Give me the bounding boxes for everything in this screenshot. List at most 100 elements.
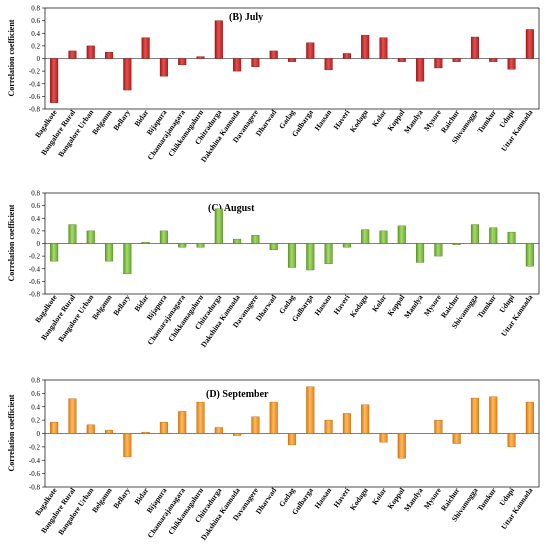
panel-july-xtick-label: Bellary <box>111 108 132 132</box>
panel-september-ytick-label: 0.8 <box>31 377 40 385</box>
panel-august-bar <box>525 243 534 267</box>
panel-september-xtick-label: Kodagu <box>348 486 370 512</box>
panel-september-title: (D) September <box>206 389 269 400</box>
panel-july-ytick-label: -0.4 <box>29 80 41 88</box>
panel-august-bar <box>416 243 425 263</box>
panel-august-ytick-label: 0 <box>37 240 41 248</box>
panel-august-bar <box>434 243 443 257</box>
panel-july-ylabel: Correlation coefficient <box>7 19 16 96</box>
panel-august-bar <box>196 243 205 248</box>
panel-september-bar <box>251 416 260 434</box>
panel-september-yaxis: 0.8 0.6 0.4 0.2 0 -0.2 -0.4 -0.6 -0.8 <box>29 377 45 492</box>
panel-august-xtick-label: Bellary <box>111 293 132 317</box>
panel-august-bar <box>324 243 333 264</box>
panel-august-bar <box>141 242 150 244</box>
panel-july-bar <box>379 37 388 59</box>
panel-august-ytick-label: 0.4 <box>31 215 40 223</box>
panel-august-ytick-label: -0.6 <box>29 278 41 286</box>
panel-september-xtick-label: Belgaum <box>90 485 114 514</box>
panel-september-bar <box>379 433 388 443</box>
panel-july-ytick-label: 0.8 <box>31 5 40 13</box>
panel-august-xtick-label: Tumkur <box>475 292 498 319</box>
panel-august-bar <box>214 208 223 244</box>
panel-july-bar <box>68 50 77 59</box>
panel-july-bar <box>50 58 59 103</box>
panel-august-xtick-label: Kodagu <box>348 293 370 319</box>
panel-july-bar <box>287 58 297 62</box>
panel-august: (C) August Correlation coefficient 0.80.… <box>7 190 540 349</box>
panel-august-ylabel: Correlation coefficient <box>7 204 16 281</box>
panel-september-bar <box>214 427 223 434</box>
panel-july-bar <box>159 58 168 77</box>
panel-august-bar <box>361 229 370 244</box>
panel-september-bar <box>452 433 461 444</box>
panel-july-bar <box>178 58 187 66</box>
panel-july-bar <box>342 53 351 59</box>
panel-august-bar <box>397 225 406 244</box>
panel-august-bar <box>104 243 114 262</box>
panel-july-ytick-label: 0.4 <box>31 30 40 38</box>
panel-july-yaxis: 0.8 0.6 0.4 0.2 0 -0.2 -0.4 -0.6 -0.8 <box>29 5 45 114</box>
panel-july-bar <box>251 58 260 67</box>
panel-september-xtick-label: Bidar <box>132 485 150 506</box>
panel-july-bars <box>45 20 539 103</box>
panel-july-ytick-label: 0.2 <box>31 42 40 50</box>
panel-august-xtick-label: Hassan <box>312 292 333 317</box>
panel-august-xtick-label: Belgaum <box>90 292 114 321</box>
panel-july-ytick-label: 0.6 <box>31 17 40 25</box>
panel-september-bar <box>306 386 315 434</box>
panel-august-title: (C) August <box>208 203 255 214</box>
panel-july-bar <box>196 56 205 59</box>
panel-september-bar <box>269 401 278 434</box>
panel-september-ytick-label: -0.4 <box>29 457 41 465</box>
panel-july-bar <box>141 37 150 59</box>
panel-july-bar <box>123 58 132 91</box>
panel-september-ytick-label: 0 <box>37 430 41 438</box>
panel-september-ytick-label: -0.8 <box>29 484 41 492</box>
panel-july-bar <box>361 34 370 59</box>
panel-september-xtick-label: Hassan <box>312 485 333 510</box>
panel-september-bar <box>470 397 480 434</box>
panel-july-bar <box>525 29 534 59</box>
panel-september-bar <box>196 401 205 434</box>
panel-august-bar <box>489 227 498 244</box>
panel-july-bar <box>86 45 95 59</box>
panel-july-bar <box>434 58 443 69</box>
panel-july-bar <box>214 20 223 59</box>
panel-september-bar <box>178 411 187 434</box>
panel-september-xtick-label: Bellary <box>111 486 132 510</box>
panel-september-xtick-label: Mandya <box>402 486 425 513</box>
panel-august-yaxis: 0.8 0.6 0.4 0.2 0 -0.2 -0.4 -0.6 -0.8 <box>29 190 45 299</box>
panel-august-ytick-label: 0.6 <box>31 202 40 210</box>
panel-september-bar <box>123 433 132 458</box>
panel-august-bar <box>159 230 168 244</box>
panel-july-xtick-label: Tumkur <box>475 107 498 134</box>
panel-september-ytick-label: -0.6 <box>29 470 41 478</box>
panel-july-bar <box>104 51 114 59</box>
panel-july-ytick-label: -0.2 <box>29 68 41 76</box>
panel-august-bars <box>45 208 539 274</box>
panel-september-ytick-label: -0.2 <box>29 443 41 451</box>
panel-july-bar <box>269 50 278 59</box>
panel-july: (B) July Correlation coefficient 0.8 0.6 0… <box>7 5 540 164</box>
panel-july-bar <box>452 58 461 62</box>
panel-july-bar <box>233 58 242 72</box>
panel-august-bar <box>50 243 59 262</box>
panel-september-bar <box>68 398 77 434</box>
panel-september-bar <box>361 404 370 434</box>
panel-september-bar <box>397 433 406 459</box>
panel-august-bar <box>306 243 315 271</box>
panel-august-bar <box>269 243 278 251</box>
panel-july-bar <box>324 58 333 71</box>
panel-september-bar <box>50 421 59 434</box>
panel-july-ytick-label: -0.8 <box>29 106 41 114</box>
panel-july-xtick-label: Kodagu <box>348 108 370 134</box>
panel-september-xtick-label: Tumkur <box>475 485 498 512</box>
panel-august-bar <box>470 224 480 244</box>
panel-september-bar <box>324 419 333 434</box>
panel-august-bar <box>507 231 516 244</box>
panel-september-bar <box>507 433 516 448</box>
panel-july-bar <box>416 58 425 82</box>
panel-july-title: (B) July <box>229 12 263 23</box>
